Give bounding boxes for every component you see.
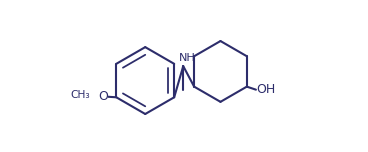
Text: O: O (86, 90, 96, 103)
Text: CH₃: CH₃ (71, 90, 91, 100)
Text: OH: OH (257, 83, 276, 96)
Text: NH: NH (179, 54, 196, 64)
Text: O: O (98, 90, 108, 103)
